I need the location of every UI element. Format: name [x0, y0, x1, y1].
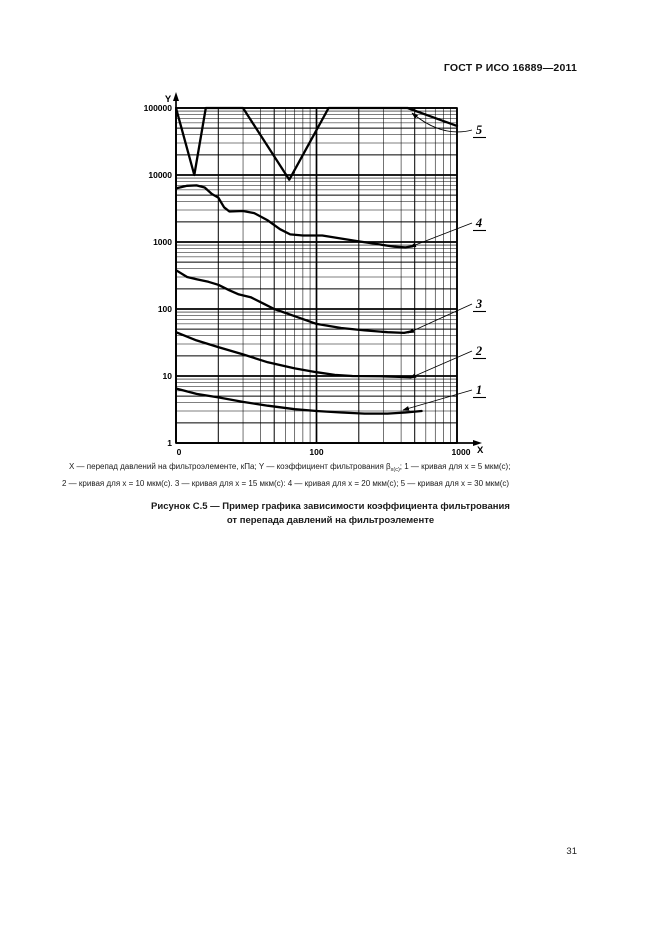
- curve-number-label-4: 4: [475, 216, 482, 230]
- y-tick-label: 1: [167, 438, 172, 448]
- x-axis-arrow: [473, 440, 482, 446]
- curve-number-label-1: 1: [476, 383, 482, 397]
- y-axis-arrow: [173, 92, 179, 101]
- caption-line-2: от перепада давлений на фильтроэлементе: [226, 515, 435, 526]
- curve-4: [175, 184, 414, 249]
- figure-legend: X — перепад давлений на фильтроэлементе,…: [62, 460, 607, 491]
- curve-1: [175, 387, 423, 415]
- y-tick-label: 1000: [153, 237, 172, 247]
- y-axis-label: Y: [165, 94, 172, 105]
- caption-line-1: Рисунок С.5 — Пример графика зависимости…: [151, 501, 510, 512]
- chart-grid: [175, 107, 458, 444]
- curve-5: [175, 106, 459, 181]
- leader-line-1: [402, 389, 473, 411]
- beta-subscript: x(c): [390, 467, 400, 473]
- x-tick-label: 0: [177, 447, 182, 457]
- curve-2: [175, 331, 413, 379]
- curve-3: [175, 269, 412, 335]
- page-number: 31: [566, 846, 577, 857]
- leader-line-4: [409, 222, 473, 248]
- curve-number-label-2: 2: [475, 344, 482, 358]
- y-tick-label: 10: [163, 371, 173, 381]
- y-tick-label: 100: [158, 304, 172, 314]
- x-tick-label: 1000: [452, 447, 471, 457]
- legend-line-1-text: X — перепад давлений на фильтроэлементе,…: [69, 462, 391, 471]
- legend-line-1: X — перепад давлений на фильтроэлементе,…: [62, 460, 607, 477]
- chart-curve-labels: 1 2 3 4 5: [402, 112, 486, 411]
- curve-number-label-5: 5: [476, 123, 482, 137]
- chart-curves: [175, 106, 459, 415]
- chart-axes: 1 10 100 1000 10000 100000 0 100 1000 X Y: [144, 92, 484, 457]
- leader-line-2: [409, 350, 473, 379]
- x-tick-label: 100: [309, 447, 323, 457]
- legend-line-2: 2 — кривая для x = 10 мкм(с). 3 — кривая…: [62, 479, 510, 488]
- y-tick-label: 10000: [148, 170, 172, 180]
- figure-caption: Рисунок С.5 — Пример графика зависимости…: [0, 500, 661, 528]
- leader-line-3: [407, 303, 473, 334]
- document-header: ГОСТ Р ИСО 16889—2011: [443, 62, 577, 74]
- curve-number-label-3: 3: [475, 297, 482, 311]
- leader-line-5: [411, 112, 473, 133]
- y-tick-label: 100000: [144, 103, 173, 113]
- x-axis-label: X: [477, 445, 484, 456]
- legend-line-1-tail: ; 1 — кривая для x = 5 мкм(с);: [399, 462, 511, 471]
